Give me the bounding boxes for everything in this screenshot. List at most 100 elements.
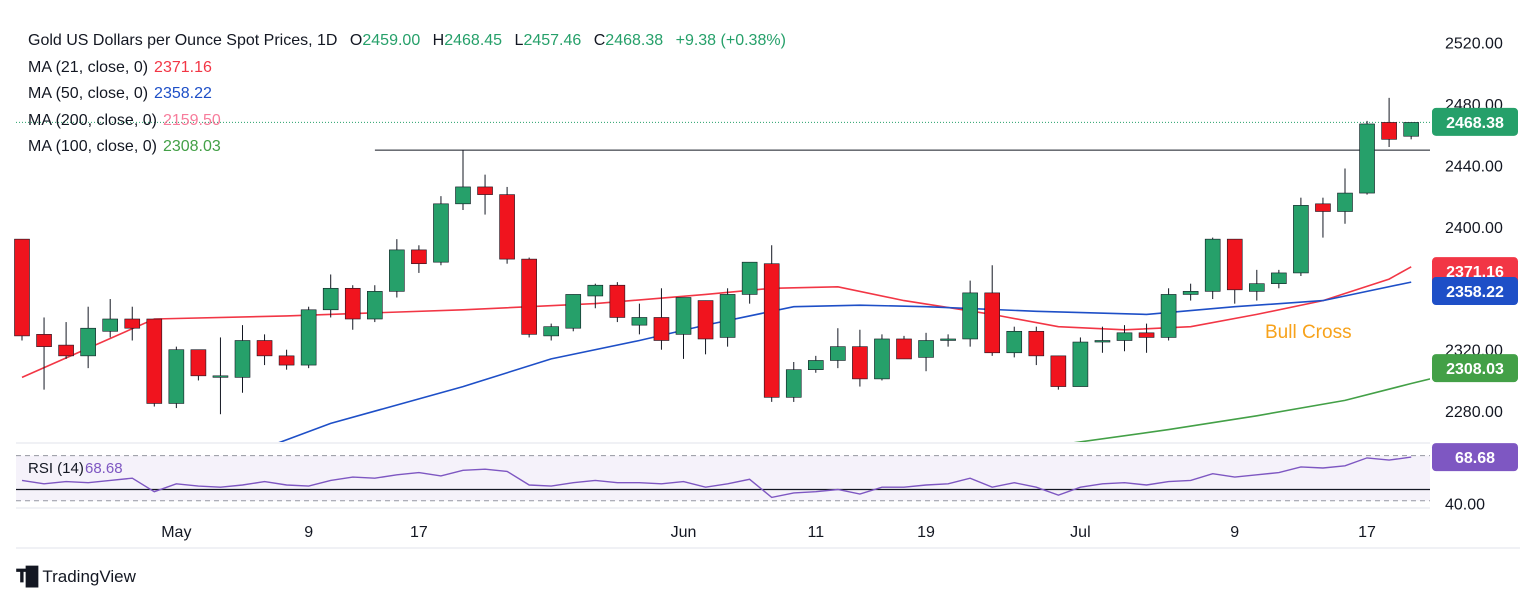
x-tick-label: Jun	[671, 524, 697, 541]
open-value: 2459.00	[362, 32, 421, 49]
candle-body	[565, 294, 582, 329]
candle-body	[521, 258, 537, 335]
x-tick-label: 9	[1230, 524, 1239, 541]
candle-body	[763, 263, 780, 398]
x-tick-label: 19	[917, 524, 935, 541]
candle-body	[234, 340, 251, 378]
candle-body	[278, 355, 295, 366]
price-label-box	[1432, 107, 1518, 136]
y-tick-label: 2520.00	[1445, 36, 1503, 53]
candle-body	[1094, 340, 1111, 343]
candle-body	[499, 194, 515, 260]
legend-label: MA (100, close, 0)	[28, 138, 157, 155]
candle-body	[587, 284, 604, 297]
candle-body	[807, 360, 824, 370]
candle-body	[344, 287, 361, 320]
legend-ma-200: MA (200, close, 0) 2159.50	[28, 108, 786, 135]
legend-label: MA (200, close, 0)	[28, 111, 157, 129]
high-value: 2468.45	[444, 32, 503, 49]
candle-body	[190, 349, 207, 377]
candle-body	[741, 261, 758, 295]
candle-body	[830, 346, 846, 361]
rsi-axis-label: 40.00	[1445, 496, 1485, 513]
x-tick-label: 17	[1358, 524, 1376, 541]
candle-body	[36, 334, 52, 347]
legend-ma-21: MA (21, close, 0) 2371.16	[28, 55, 786, 82]
price-labels: 2468.38 2371.16 2358.22 2308.03 68.68	[1432, 107, 1518, 472]
low-label: L	[514, 32, 524, 49]
low-value: 2457.46	[523, 32, 582, 49]
chart-legend: Gold US Dollars per Ounce Spot Prices, 1…	[28, 28, 786, 161]
candle-body	[300, 309, 317, 366]
candle-body	[1116, 332, 1133, 341]
resistance-line	[16, 121, 1430, 151]
price-label-text: 2308.03	[1446, 361, 1504, 378]
plot-background	[16, 18, 1430, 530]
candle-body	[102, 318, 118, 332]
candle-body	[1006, 330, 1023, 354]
grid	[16, 18, 1430, 530]
candle-body	[58, 344, 74, 357]
candles	[14, 97, 1419, 415]
candle-body	[1204, 238, 1221, 292]
price-label-2: 2358.22	[1432, 277, 1518, 306]
legend-ma-100: MA (100, close, 0) 2308.03	[28, 134, 786, 161]
candle-body	[962, 292, 978, 340]
x-tick-label: 9	[304, 524, 313, 541]
y-tick-label: 2280.00	[1445, 404, 1503, 421]
rsi-band	[16, 455, 1430, 501]
rsi-panel	[16, 455, 1430, 502]
rsi-price-label: 68.68	[1432, 443, 1518, 472]
brand-name: TradingView	[42, 566, 136, 586]
candle-body	[984, 292, 1001, 354]
legend-value: 2159.50	[162, 111, 221, 129]
candle-body	[1293, 205, 1309, 274]
candle-body	[874, 338, 890, 380]
candle-body	[256, 340, 273, 357]
ma-line-2	[1073, 378, 1430, 442]
candle-body	[609, 284, 626, 318]
candle-body	[1403, 122, 1419, 137]
candle-body	[918, 340, 934, 358]
candle-body	[1337, 192, 1353, 212]
candle-body	[389, 249, 405, 292]
price-label-box	[1432, 277, 1518, 306]
y-tick-label: 2440.00	[1445, 158, 1503, 175]
candle-body	[80, 327, 96, 357]
rsi-value-box	[1432, 443, 1518, 472]
legend-value: 2308.03	[162, 138, 221, 155]
candle-body	[697, 300, 714, 340]
candle-body	[146, 318, 163, 404]
candle-body	[455, 186, 471, 205]
price-label-text: 2358.22	[1446, 284, 1504, 301]
rsi-line	[21, 456, 1412, 499]
candle-body	[1359, 123, 1375, 194]
price-label-text: 2468.38	[1446, 115, 1504, 132]
candle-body	[477, 186, 493, 195]
candle-body	[1028, 330, 1045, 357]
candle-body	[719, 294, 736, 338]
x-tick-label: 17	[410, 524, 428, 541]
price-label-text: 2371.16	[1446, 264, 1504, 281]
legend-value: 2371.16	[154, 58, 212, 76]
candle-body	[433, 203, 449, 263]
candle-body	[168, 349, 185, 404]
tradingview-brand[interactable]: 𝐓█ TradingView	[16, 566, 136, 587]
x-tick-label: 11	[807, 524, 824, 541]
ohlc-row: Gold US Dollars per Ounce Spot Prices, 1…	[28, 28, 786, 55]
candle-body	[631, 317, 648, 326]
rsi-label: RSI (14)	[28, 460, 84, 477]
price-label-box	[1432, 354, 1518, 383]
candle-body	[322, 287, 339, 311]
candle-body	[1271, 272, 1287, 284]
tradingview-logo-icon: 𝐓█	[16, 566, 38, 586]
ma-line-1	[278, 281, 1412, 442]
legend-value: 2358.22	[154, 85, 212, 102]
y-tick-label: 2400.00	[1445, 220, 1503, 237]
candle-body	[14, 238, 30, 337]
rsi-value-text: 68.68	[1455, 450, 1495, 467]
rsi-value: 68.68	[85, 460, 123, 477]
close-value: 2468.38	[605, 32, 664, 49]
